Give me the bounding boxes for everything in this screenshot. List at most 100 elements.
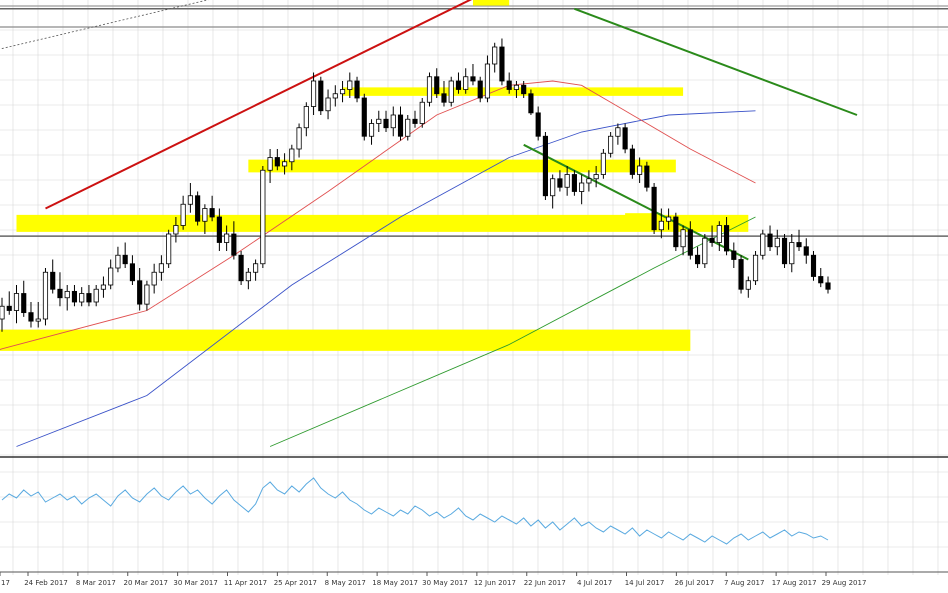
candle [238,254,244,282]
x-tick-label: 24 Feb 2017 [24,579,68,587]
candle [622,127,628,150]
candle [673,216,679,248]
x-tick-label: 25 Apr 2017 [274,579,317,587]
candle [361,97,367,137]
candle [637,165,643,175]
candle [390,114,396,129]
candle [608,135,614,154]
candle [339,89,346,95]
candle [506,80,512,90]
x-tick-label: 29 Aug 2017 [822,579,867,587]
candle [209,208,215,218]
candle [397,114,404,137]
candle [412,118,418,124]
candle [666,216,672,222]
candle [166,233,172,265]
candle [528,93,534,114]
candle [593,174,599,180]
candle [158,263,164,273]
candle [368,123,375,137]
candle [492,46,498,65]
red-channel-lower-line [45,0,473,210]
moving-averages [0,80,756,447]
candle [521,84,527,95]
x-tick-label: 17 Aug 2017 [772,579,817,587]
candle [695,254,701,265]
candle [383,118,389,129]
candle [64,290,70,299]
x-tick-label: 14 Jul 2017 [625,579,665,587]
candle [405,118,411,137]
candle [651,186,657,231]
candle [781,237,788,265]
candle [760,233,766,256]
candle [86,293,92,303]
candle [137,280,143,305]
candle [71,290,78,303]
oscillator-panel [1,477,829,545]
candle [216,216,222,243]
horizontal-levels [0,8,948,237]
candle [6,305,12,311]
candle [477,80,483,99]
candle [79,293,85,303]
candle [144,284,150,305]
x-tick-label: 22 Jun 2017 [524,579,566,587]
candle [50,271,56,290]
candle [564,174,570,188]
candle [332,93,338,99]
x-tick-label-partial: 17 [1,579,10,587]
x-tick-label: 18 May 2017 [372,579,418,587]
candle [347,80,353,90]
candle [318,80,324,112]
candle [463,76,469,90]
candle [557,178,563,188]
x-axis: 17 24 Feb 2017 8 Mar 2017 20 Mar 2017 30 Mar… [0,572,866,587]
yellow-zone [625,213,662,221]
candles [0,38,831,332]
candle [289,148,295,163]
oscillator-line [1,477,829,545]
candle [35,318,41,322]
candle [680,229,686,248]
candle [752,254,759,282]
candle [789,242,795,265]
candle [0,305,5,320]
candle [253,263,259,273]
candle [796,242,802,248]
candle [731,250,737,260]
x-tick-label: 12 Jun 2017 [474,579,516,587]
candle [274,157,280,167]
candle [260,169,266,265]
x-tick-label: 7 Aug 2017 [724,579,764,587]
candle [550,178,556,197]
candle [231,233,237,256]
x-tick-label: 30 May 2017 [422,579,468,587]
candle [810,254,817,277]
x-tick-label: 20 Mar 2017 [124,579,168,587]
candle [129,263,135,282]
candle [195,195,201,222]
candle [825,282,831,290]
x-tick-label: 8 May 2017 [325,579,366,587]
x-tick-label: 30 Mar 2017 [173,579,217,587]
candle [484,63,491,99]
candle [310,80,317,107]
candle [57,288,63,299]
candle [173,225,179,235]
candle [586,178,592,184]
candle [28,312,34,322]
yellow-zone [342,87,684,96]
candle [441,93,447,103]
candle [13,293,20,311]
candle [122,254,128,265]
green-channel-upper-line [574,7,858,116]
candle [376,118,382,124]
candle [354,80,360,99]
candle [470,76,476,82]
candle [709,237,715,243]
x-tick-label: 8 Mar 2017 [76,579,116,587]
dotted-trend-line [0,0,209,50]
candle [224,233,230,243]
